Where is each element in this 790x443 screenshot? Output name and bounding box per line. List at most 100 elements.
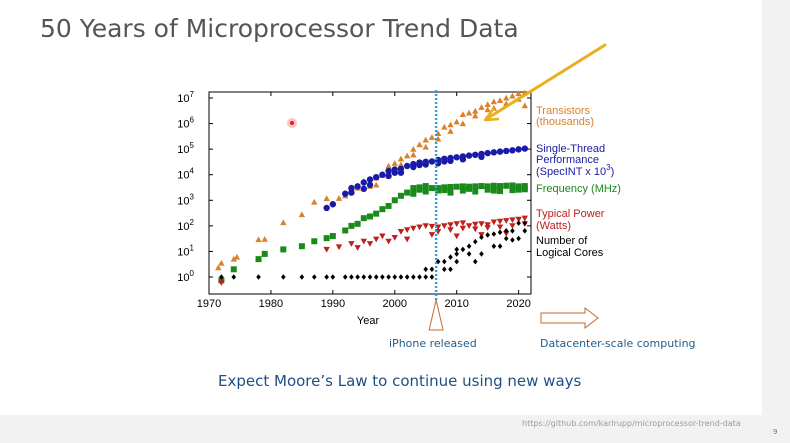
single_thread-point [323,204,330,212]
single_thread-point [348,189,355,196]
power-point [478,221,485,228]
frequency-point [428,185,435,192]
cores-point [448,266,453,273]
single_thread-point [385,167,392,175]
bottom-bar [0,415,762,443]
transistors-point [422,143,429,150]
frequency-point [354,220,361,227]
x-axis-label: Year [357,315,380,327]
right-strip [762,0,790,443]
single_thread-point [379,171,386,178]
frequency-point [447,184,454,191]
power-point [453,233,460,240]
cores-point [219,274,224,280]
cores-point [472,258,478,265]
frequency-point [397,192,404,199]
cores-point [398,274,404,280]
y-tick-exponent: 4 [190,167,195,176]
power-point [428,223,436,230]
frequency-point [472,188,479,195]
cores-point [497,243,503,250]
transistors-point [503,94,510,101]
legend-power-line1: Typical Power [536,208,605,220]
power-point [472,221,479,228]
frequency-point [311,238,318,245]
power-point [503,218,510,224]
single_thread-point [434,160,442,167]
legend-power-line2: (Watts) [536,220,571,232]
datacenter-scale-label: Datacenter-scale computing [540,337,696,350]
plot-frame [208,91,532,295]
power-point [360,238,368,245]
transistors-point [385,162,392,169]
power-point [348,241,355,247]
frequency-point [298,243,305,250]
single_thread-point [329,201,337,208]
x-tick-label: 2020 [506,298,530,310]
cores-point [503,235,509,242]
transistors-point [261,236,268,242]
transistors-point [521,102,529,109]
power-point [385,238,392,245]
single_thread-point [453,154,460,161]
cores-point [466,251,472,257]
power-point [496,218,504,225]
power-point [403,236,411,243]
transistors-point [230,255,237,262]
power-point [496,224,504,231]
power-point [410,225,417,232]
cores-point [448,254,453,260]
cores-point [349,274,354,280]
cores-point [330,274,336,280]
cores-point [510,228,515,234]
y-tick-exponent: 0 [190,269,195,278]
cores-point [472,238,478,245]
cores-point [510,237,515,243]
cores-point [442,266,447,273]
transistors-point [459,111,467,118]
transistors-point [215,264,222,271]
power-point [416,224,423,231]
frequency-point [379,206,386,213]
power-point [428,232,436,238]
transistors-point [280,219,287,226]
frequency-point [391,197,398,204]
frequency-point [515,186,522,193]
power-point [218,280,225,286]
frequency-point [367,213,373,220]
cores-point [442,258,447,265]
transistors-point [434,135,442,142]
y-tick-exponent: 2 [190,218,195,227]
power-point [354,245,361,251]
transistors-point [447,121,454,128]
cores-point [404,274,410,280]
cores-point [324,274,329,280]
single_thread-point [428,158,436,165]
legend-frequency-line1: Frequency (MHz) [536,183,621,195]
single_thread-point [397,169,405,176]
frequency-point [447,189,454,196]
frequency-point [472,183,479,190]
cores-point [423,274,429,280]
cores-point [491,231,497,237]
source-link[interactable]: https://github.com/karlrupp/microprocess… [522,419,741,428]
transistors-point [472,112,479,119]
legend-close-paren: ) [611,166,615,178]
cores-point [522,220,528,226]
y-tick-exponent: 5 [190,141,195,150]
frequency-point [441,187,448,194]
cores-point [435,258,441,265]
legend-single-thread-line3: (SpecINT x 103) [536,163,614,178]
cores-point [373,274,379,280]
frequency-point [280,246,287,253]
power-point [503,230,510,237]
power-point [509,217,516,224]
power-point [372,236,380,243]
transistors-point [397,161,405,168]
transistors-point [233,253,241,260]
frequency-point [360,215,367,222]
transistors-point [335,195,343,201]
single_thread-point [465,152,473,159]
y-tick-label: 105 [177,141,194,156]
frequency-point [497,183,504,190]
